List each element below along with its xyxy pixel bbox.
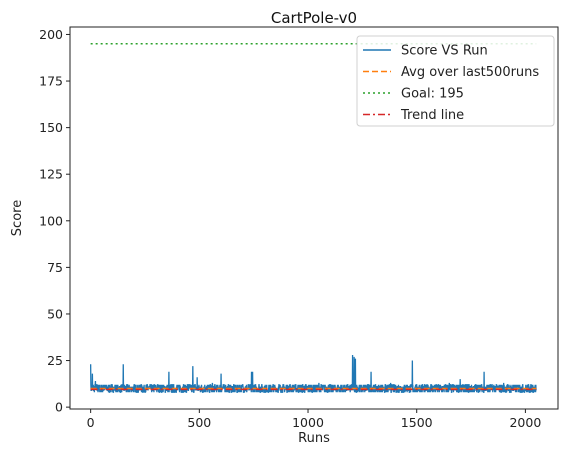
- legend-label: Goal: 195: [401, 87, 464, 102]
- axis-ticks: 0 500 1000 1500 2000 0 25 50 75 100 125 150 175 200: [39, 27, 541, 430]
- y-tick-label: 100: [39, 213, 63, 228]
- x-tick-label: 1000: [292, 415, 324, 430]
- series-line-1: [90, 354, 537, 393]
- legend-box: [356, 35, 555, 127]
- y-axis-label: Score: [10, 200, 25, 236]
- y-tick-label: 200: [39, 27, 63, 42]
- y-tick-label: 75: [47, 260, 63, 275]
- y-tick-label: 125: [39, 167, 63, 182]
- y-tick-label: 50: [47, 306, 63, 321]
- legend-label: Score VS Run: [401, 44, 488, 59]
- y-tick-label: 150: [39, 120, 63, 135]
- x-tick-label: 1500: [401, 415, 433, 430]
- y-tick-label: 175: [39, 74, 63, 89]
- x-tick-label: 500: [187, 415, 211, 430]
- x-tick-label: 2000: [509, 415, 541, 430]
- plot-frame: [69, 26, 559, 410]
- legend: Score VS Run Avg over last500runs Goal: 19…: [356, 35, 555, 127]
- x-axis-label: Runs: [298, 431, 330, 446]
- chart-title: CartPole-v0: [271, 9, 357, 27]
- y-tick-label: 0: [55, 400, 63, 415]
- x-tick-label: 0: [87, 415, 95, 430]
- legend-label: Trend line: [400, 108, 464, 123]
- legend-label: Avg over last500runs: [401, 65, 539, 80]
- y-tick-label: 25: [47, 353, 63, 368]
